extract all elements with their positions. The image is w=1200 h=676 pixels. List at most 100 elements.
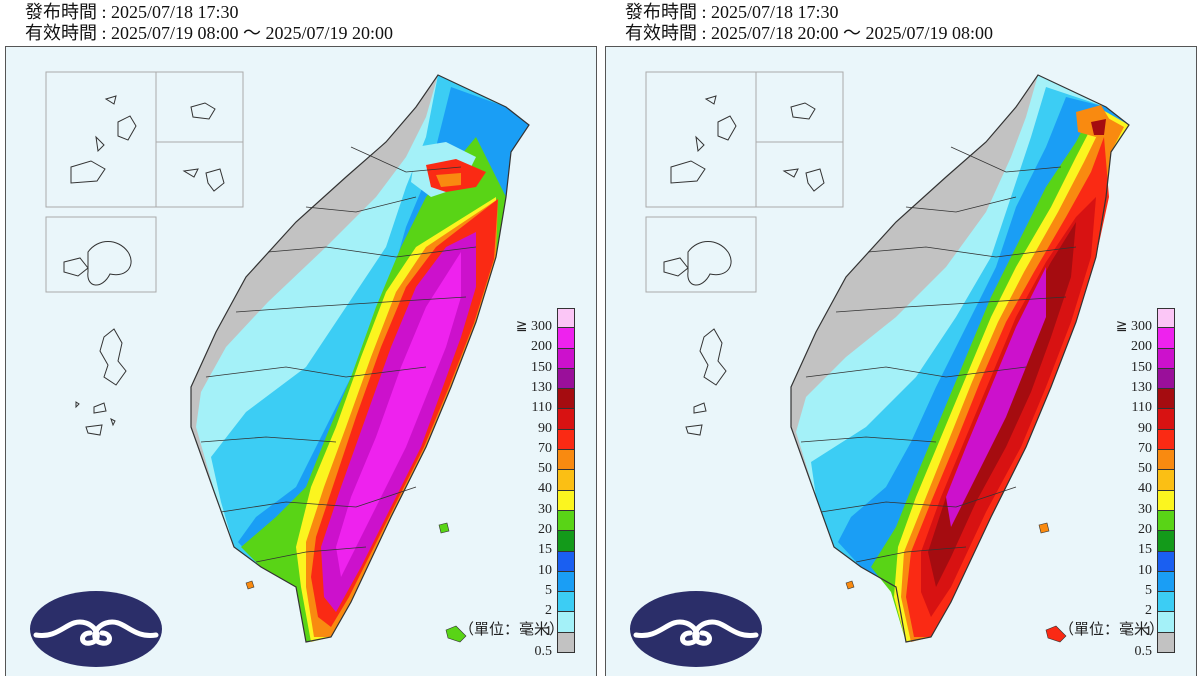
rainfall-map: ≧ 300 200 150 130 110 90 70 50 40 30 20 15 10 5 2 1 0.5	[605, 46, 1197, 676]
legend-swatch	[557, 510, 575, 532]
legend-swatch	[557, 612, 575, 633]
legend-tick-label: 40	[538, 481, 552, 497]
cwa-cloud-logo-icon	[30, 591, 162, 667]
outlying-islands	[663, 95, 825, 436]
precipitation-field	[191, 75, 529, 642]
legend-swatch	[1157, 429, 1175, 451]
liuqiu-island	[245, 580, 255, 590]
legend-swatch	[1157, 510, 1175, 532]
legend-tick-label: 200	[1131, 339, 1152, 355]
legend-tick-label: 30	[1138, 501, 1152, 517]
legend-swatch	[1157, 409, 1175, 430]
taiwan-rainfall-map	[30, 71, 530, 667]
legend-tick-label: 70	[538, 440, 552, 456]
valid-period: 有效時間 : 2025/07/19 08:00 ～ 2025/07/19 20:…	[25, 23, 394, 43]
legend-swatch	[1157, 389, 1175, 410]
county-boundaries	[190, 74, 530, 643]
unit-label: （單位：毫米）	[1059, 622, 1165, 638]
legend-tick-label: 10	[538, 562, 552, 578]
legend-tick-label: ≧ 300	[1115, 319, 1152, 334]
legend-swatch	[557, 409, 575, 430]
legend-tick-label: 40	[1138, 481, 1152, 497]
legend-swatch	[1157, 348, 1175, 369]
legend-tick-label: 5	[1145, 582, 1152, 598]
legend-tick-label: 20	[538, 522, 552, 537]
panel-header: 發布時間 : 2025/07/18 17:30 有效時間 : 2025/07/1…	[25, 2, 393, 44]
color-legend	[557, 308, 579, 654]
legend-tick-label: 90	[538, 420, 552, 436]
outlying-islands	[63, 95, 225, 436]
legend-tick-label: 110	[531, 400, 552, 416]
legend-swatch	[1157, 490, 1175, 511]
cwa-cloud-logo-icon	[630, 591, 762, 667]
legend-swatch	[557, 571, 575, 593]
legend-swatch	[557, 592, 575, 613]
legend-swatch	[557, 632, 575, 654]
legend-tick-label: ≧ 300	[515, 319, 552, 334]
valid-period: 有效時間 : 2025/07/18 20:00 ～ 2025/07/19 08:…	[625, 23, 994, 43]
forecast-panel-right: 發布時間 : 2025/07/18 17:30 有效時間 : 2025/07/1…	[603, 0, 1197, 676]
legend-tick-label: 15	[538, 542, 552, 558]
legend-tick-label: 30	[538, 501, 552, 517]
legend-swatch	[557, 551, 575, 572]
legend-tick-label: 200	[531, 339, 552, 355]
green-island	[1038, 522, 1050, 534]
forecast-panel-left: 發布時間 : 2025/07/18 17:30 有效時間 : 2025/07/1…	[3, 0, 597, 676]
legend-tick-label: 2	[545, 603, 552, 619]
legend-swatch	[1157, 571, 1175, 593]
legend-tick-label: 15	[1138, 542, 1152, 558]
orchid-island	[1045, 625, 1067, 643]
legend-swatch	[557, 308, 575, 329]
panel-header: 發布時間 : 2025/07/18 17:30 有效時間 : 2025/07/1…	[625, 2, 993, 44]
issued-time: 發布時間 : 2025/07/18 17:30	[625, 2, 839, 22]
legend-swatch	[1157, 328, 1175, 349]
precipitation-field	[791, 75, 1129, 642]
legend-tick-label: 70	[1138, 440, 1152, 456]
legend-swatch	[557, 348, 575, 369]
legend-swatch	[1157, 632, 1175, 654]
legend-tick-label: 1	[545, 623, 552, 639]
legend-tick-label: 150	[531, 359, 552, 375]
unit-label: （單位：毫米）	[459, 622, 565, 638]
green-island	[438, 522, 450, 534]
legend-tick-label: 0.5	[1134, 643, 1153, 659]
island-insets	[45, 71, 244, 293]
legend-swatch	[557, 429, 575, 451]
legend-tick-label: 150	[1131, 359, 1152, 375]
legend-tick-label: 50	[1138, 461, 1152, 477]
legend-tick-label: 20	[1138, 522, 1152, 537]
legend-swatch	[1157, 450, 1175, 471]
legend-swatch	[557, 470, 575, 491]
legend-swatch	[557, 328, 575, 349]
legend-swatch	[557, 490, 575, 511]
legend-swatch	[557, 531, 575, 552]
legend-swatch	[1157, 531, 1175, 552]
legend-swatch	[1157, 592, 1175, 613]
legend-tick-label: 2	[1145, 603, 1152, 619]
legend-tick-label: 50	[538, 461, 552, 477]
legend-swatch	[1157, 470, 1175, 491]
rainfall-map: ≧ 300 200 150 130 110 90 70 50 40 30 20 15 10 5 2 1 0.5	[5, 46, 597, 676]
orchid-island	[445, 625, 467, 643]
legend-swatch	[1157, 612, 1175, 633]
legend-tick-label: 5	[545, 582, 552, 598]
color-legend	[1157, 308, 1179, 654]
legend-tick-label: 0.5	[534, 643, 553, 659]
liuqiu-island	[845, 580, 855, 590]
legend-swatch	[557, 389, 575, 410]
legend-tick-label: 130	[531, 379, 552, 395]
county-boundaries	[790, 74, 1130, 643]
legend-swatch	[1157, 368, 1175, 390]
legend-tick-label: 10	[1138, 562, 1152, 578]
legend-swatch	[557, 450, 575, 471]
legend-swatch	[1157, 308, 1175, 329]
legend-tick-label: 130	[1131, 379, 1152, 395]
legend-tick-label: 1	[1145, 623, 1152, 639]
legend-tick-label: 110	[1131, 400, 1152, 416]
legend-swatch	[1157, 551, 1175, 572]
legend-tick-label: 90	[1138, 420, 1152, 436]
taiwan-rainfall-map	[630, 71, 1130, 667]
legend-swatch	[557, 368, 575, 390]
issued-time: 發布時間 : 2025/07/18 17:30	[25, 2, 239, 22]
island-insets	[645, 71, 844, 293]
